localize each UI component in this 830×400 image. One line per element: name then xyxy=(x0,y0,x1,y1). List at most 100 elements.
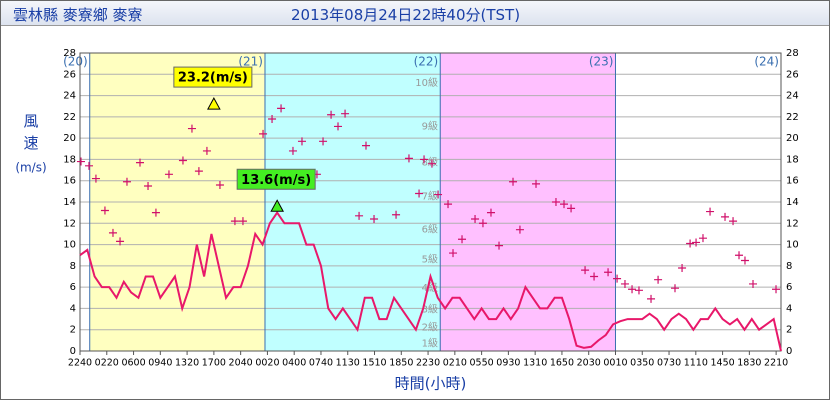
x-tick-label: 1310 xyxy=(523,358,547,369)
annotation-box xyxy=(236,168,316,190)
x-tick-label: 0940 xyxy=(148,358,172,369)
gust-marker xyxy=(509,177,518,186)
gust-marker xyxy=(122,177,131,186)
x-tick-label: 2210 xyxy=(764,358,788,369)
gust-marker xyxy=(678,263,687,272)
y2-tick-label: 24 xyxy=(786,91,799,102)
peak-marker xyxy=(270,199,284,212)
timestamp: 2013年08月24日22時40分(TST) xyxy=(291,6,521,24)
y-tick-label: 28 xyxy=(63,48,76,59)
gust-marker xyxy=(560,200,569,209)
gust-marker xyxy=(85,161,94,170)
y-axis-label: 風速 xyxy=(23,112,38,152)
y-tick-label: 22 xyxy=(63,112,76,123)
x-tick-label: 1700 xyxy=(202,358,226,369)
gust-marker xyxy=(334,122,343,131)
y2-tick-label: 10 xyxy=(786,240,799,251)
gust-marker xyxy=(706,207,715,216)
header: 雲林縣 麥寮鄉 麥寮 2013年08月24日22時40分(TST) xyxy=(1,1,829,26)
gust-marker xyxy=(604,268,613,277)
y-tick-label: 0 xyxy=(70,346,76,357)
annotation-box xyxy=(173,66,253,88)
gust-marker xyxy=(427,159,436,168)
day-label: (20) xyxy=(63,55,88,69)
x-axis-label: 時間(小時) xyxy=(395,375,467,393)
gust-marker xyxy=(772,285,781,294)
gust-marker xyxy=(620,279,629,288)
gust-marker xyxy=(151,208,160,217)
gust-marker xyxy=(567,204,576,213)
y-tick-label: 16 xyxy=(63,176,76,187)
x-tick-label: 2240 xyxy=(68,358,92,369)
y2-tick-label: 14 xyxy=(786,197,799,208)
x-tick-label: 0010 xyxy=(603,358,627,369)
y2-tick-label: 2 xyxy=(786,325,792,336)
x-tick-label: 0400 xyxy=(282,358,306,369)
gust-marker xyxy=(478,219,487,228)
gust-marker xyxy=(613,274,622,283)
gust-marker xyxy=(721,212,730,221)
gust-marker xyxy=(341,109,350,118)
x-tick-label: 0740 xyxy=(309,358,333,369)
y-tick-label: 26 xyxy=(63,69,76,80)
peak-marker xyxy=(207,97,221,110)
y2-tick-label: 18 xyxy=(786,154,799,165)
gust-marker xyxy=(654,275,663,284)
gust-marker xyxy=(202,146,211,155)
day-label: (24) xyxy=(754,55,779,69)
gust-marker xyxy=(108,228,117,237)
day-label: (21) xyxy=(238,55,263,69)
y2-tick-label: 22 xyxy=(786,112,799,123)
level-label: 1級 xyxy=(422,337,438,350)
y2-tick-label: 26 xyxy=(786,69,799,80)
y2-tick-label: 12 xyxy=(786,218,799,229)
gust-marker xyxy=(515,225,524,234)
gust-marker xyxy=(495,241,504,250)
gust-marker xyxy=(100,206,109,215)
gust-marker xyxy=(144,182,153,191)
level-label: 3級 xyxy=(422,302,438,315)
gust-marker xyxy=(164,170,173,179)
gust-marker xyxy=(486,208,495,217)
gust-marker xyxy=(392,210,401,219)
x-tick-label: 0600 xyxy=(121,358,145,369)
gust-marker xyxy=(581,266,590,275)
y-tick-label: 12 xyxy=(63,218,76,229)
gust-marker xyxy=(187,124,196,133)
x-tick-label: 1110 xyxy=(684,358,708,369)
gust-marker xyxy=(590,272,599,281)
plot-frame xyxy=(79,52,782,352)
y2-tick-label: 8 xyxy=(786,261,792,272)
x-tick-label: 1130 xyxy=(336,358,360,369)
gust-marker xyxy=(297,137,306,146)
gust-marker xyxy=(634,286,643,295)
level-label: 6級 xyxy=(422,223,438,236)
level-label: 9級 xyxy=(422,119,438,132)
y-tick-label: 6 xyxy=(70,282,76,293)
x-tick-label: 0020 xyxy=(255,358,279,369)
gust-marker xyxy=(91,174,100,183)
gust-marker xyxy=(327,110,336,119)
x-tick-label: 2230 xyxy=(416,358,440,369)
gust-marker xyxy=(230,217,239,226)
day-label: (22) xyxy=(414,55,439,69)
gust-marker xyxy=(458,235,467,244)
gust-marker xyxy=(361,141,370,150)
gust-marker xyxy=(288,146,297,155)
level-label: 10級 xyxy=(415,76,438,89)
gust-marker xyxy=(215,180,224,189)
x-tick-label: 1450 xyxy=(710,358,734,369)
y-axis-unit: (m/s) xyxy=(15,161,46,175)
gust-marker xyxy=(647,294,656,303)
y2-tick-label: 16 xyxy=(786,176,799,187)
gust-marker xyxy=(194,167,203,176)
gust-marker xyxy=(319,137,328,146)
y2-tick-label: 20 xyxy=(786,133,799,144)
gust-marker xyxy=(735,251,744,260)
y2-tick-label: 0 xyxy=(786,346,792,357)
x-tick-label: 2030 xyxy=(577,358,601,369)
x-tick-label: 0550 xyxy=(470,358,494,369)
gust-marker xyxy=(178,156,187,165)
y-tick-label: 20 xyxy=(63,133,76,144)
y2-tick-label: 4 xyxy=(786,303,792,314)
